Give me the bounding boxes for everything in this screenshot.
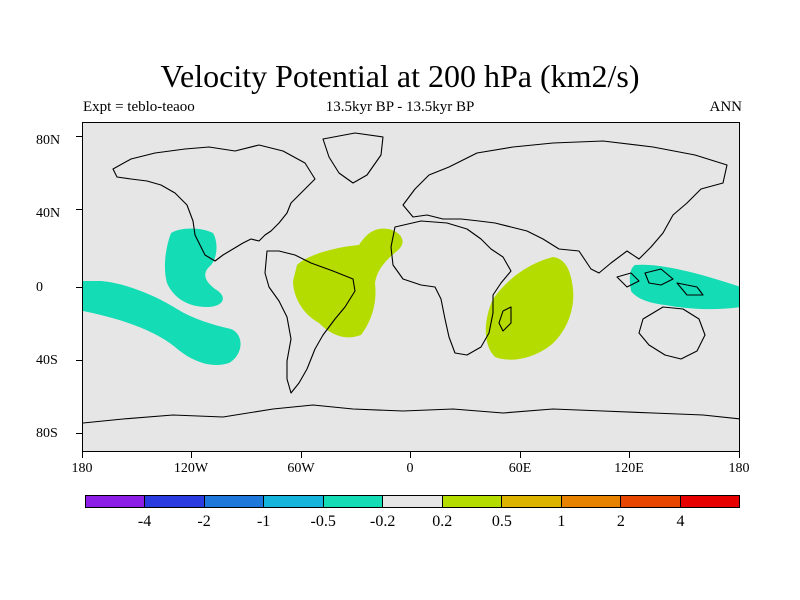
colorbar-cell [264, 496, 324, 507]
lat-label-equator: 0 [36, 280, 43, 295]
colorbar-cell [383, 496, 443, 507]
south-pacific-band-region [83, 281, 241, 366]
lon-label-180w: 180 [71, 461, 93, 476]
lon-tick [301, 452, 302, 458]
lon-tick [520, 452, 521, 458]
south-america-atlantic-region [293, 228, 403, 338]
colorbar-label: -2 [197, 513, 211, 530]
colorbar-label: 2 [616, 513, 625, 530]
lon-label-180e: 180 [728, 461, 750, 476]
colorbar-cell [145, 496, 205, 507]
positive-anomaly-regions [293, 228, 574, 360]
lon-tick [82, 452, 83, 458]
colorbar-cell [621, 496, 681, 507]
lat-tick [76, 136, 82, 137]
colorbar-label: 0.5 [491, 513, 512, 530]
map-panel [82, 122, 740, 452]
world-map [83, 132, 739, 424]
colorbar-label: -1 [256, 513, 271, 530]
lon-tick [191, 452, 192, 458]
colorbar-cell [86, 496, 146, 507]
colorbar-cell [680, 496, 739, 507]
negative-anomaly-regions [83, 228, 739, 366]
colorbar-cell [561, 496, 622, 507]
colorbar-label: -0.5 [310, 513, 336, 530]
lon-label-60w: 60W [287, 461, 315, 476]
experiment-label: Expt = teblo-teaoo [83, 99, 195, 115]
lon-label-60e: 60E [508, 461, 532, 476]
lat-tick [76, 209, 82, 210]
africa-indian-ocean-region [485, 257, 574, 360]
colorbar-label: 0.2 [432, 513, 453, 530]
lat-tick [76, 360, 82, 361]
west-pacific-region [629, 264, 739, 310]
colorbar-label: 4 [676, 513, 685, 530]
lat-label-40s: 40S [36, 353, 58, 368]
colorbar-label: -0.2 [370, 513, 396, 530]
lat-tick [76, 287, 82, 288]
east-pacific-north-region [164, 228, 223, 307]
lon-tick [739, 452, 740, 458]
lat-label-80s: 80S [36, 426, 58, 441]
lat-tick [76, 433, 82, 434]
antarctica-coast [83, 404, 739, 424]
lon-label-0: 0 [406, 461, 414, 476]
lat-label-40n: 40N [36, 206, 61, 221]
coastlines [83, 132, 739, 424]
lon-label-120w: 120W [173, 461, 209, 476]
colorbar-cell [502, 496, 562, 507]
maritime-continent-coast [616, 268, 704, 296]
europe-asia-coast [402, 140, 728, 274]
period-label: 13.5kyr BP - 13.5kyr BP [325, 99, 475, 115]
south-america-coast [264, 250, 356, 394]
greenland-coast [322, 132, 384, 184]
madagascar-coast [498, 306, 512, 332]
lon-label-120e: 120E [614, 461, 644, 476]
season-label: ANN [709, 99, 743, 115]
lon-tick [410, 452, 411, 458]
australia-coast [638, 306, 706, 360]
chart-title: Velocity Potential at 200 hPa (km2/s) [160, 58, 640, 94]
colorbar-cell [323, 496, 384, 507]
colorbar-label: 1 [557, 513, 566, 530]
colorbar [85, 495, 740, 508]
lat-label-80n: 80N [36, 133, 61, 148]
colorbar-label: -4 [137, 513, 152, 530]
lon-tick [629, 452, 630, 458]
north-america-coast [112, 144, 316, 262]
colorbar-cell [442, 496, 503, 507]
colorbar-cell [204, 496, 265, 507]
africa-coast [390, 220, 512, 356]
